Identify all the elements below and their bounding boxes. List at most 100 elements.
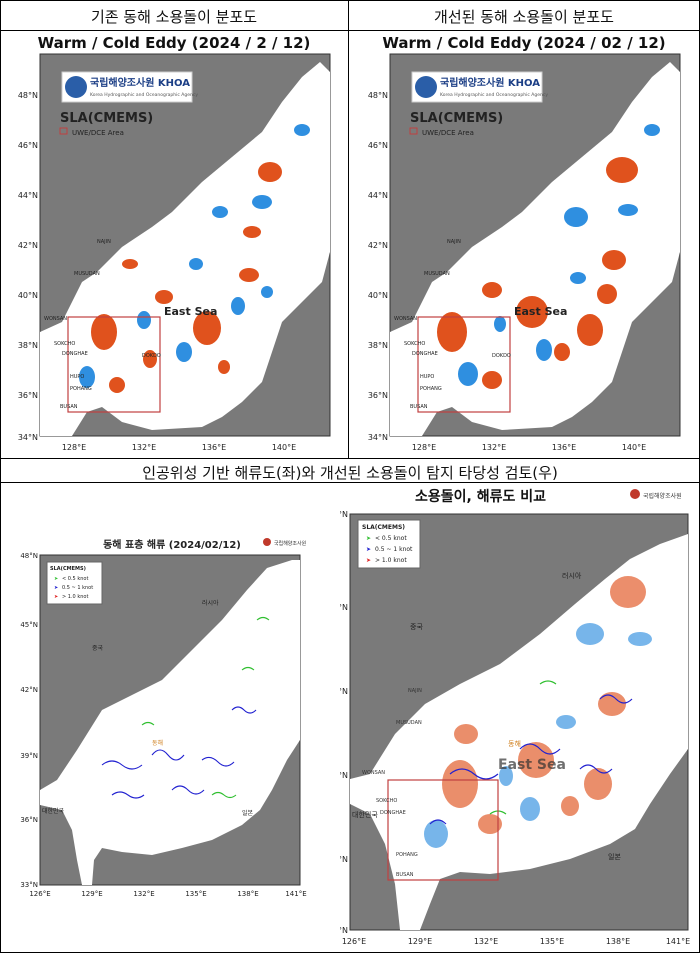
divider (0, 30, 700, 31)
divider (0, 458, 700, 459)
svg-text:34°N: 34°N (368, 433, 388, 442)
logo-text: 국립해양조사원 KHOA (440, 76, 540, 89)
arrow-icon: ➤ (366, 557, 371, 564)
lat-axis: 48°N 45°N 42°N 39°N 36°N 33°N (20, 552, 38, 889)
svg-text:MUSUDAN: MUSUDAN (424, 271, 450, 277)
warm-eddies (91, 162, 282, 393)
svg-text:대한민국: 대한민국 (42, 807, 65, 815)
svg-text:38°N: 38°N (18, 341, 38, 350)
svg-text:34°N: 34°N (18, 433, 38, 442)
cold-eddies (424, 623, 652, 848)
sea-label: East Sea (498, 757, 566, 773)
cold-eddies (458, 124, 660, 386)
svg-text:126°E: 126°E (29, 890, 50, 898)
svg-text:135°E: 135°E (185, 890, 206, 898)
logo-subtext: Korea Hydrographic and Oceanographic Age… (90, 92, 198, 98)
lat-axis: 48°N 45°N 42°N 39°N 36°N 33°N (340, 510, 348, 935)
svg-text:< 0.5 knot: < 0.5 knot (375, 535, 407, 542)
svg-text:대한민국: 대한민국 (352, 810, 378, 819)
svg-text:38°N: 38°N (368, 341, 388, 350)
legend-title: SLA(CMEMS) (50, 566, 86, 572)
svg-text:BUSAN: BUSAN (60, 404, 78, 410)
svg-text:NAJIN: NAJIN (97, 239, 111, 245)
svg-text:DONGHAE: DONGHAE (62, 351, 88, 357)
arrow-icon: ➤ (54, 594, 58, 600)
logo-text: 국립해양조사원 KHOA (90, 76, 190, 89)
place-labels: NAJIN MUSUDAN WONSAN SOKCHO DONGHAE POHA… (362, 688, 422, 878)
lat-axis: 48°N 46°N 44°N 42°N 40°N 38°N 36°N 34°N (368, 91, 388, 442)
svg-text:러시아: 러시아 (202, 599, 219, 607)
uwe-dce-box (387, 779, 499, 881)
map-title: Warm / Cold Eddy (2024 / 02 / 12) (382, 34, 665, 52)
svg-text:DONGHAE: DONGHAE (412, 351, 438, 357)
svg-text:48°N: 48°N (18, 91, 38, 100)
left-header: 기존 동해 소용돌이 분포도 (90, 8, 258, 26)
svg-text:0.5 ~ 1 knot: 0.5 ~ 1 knot (62, 585, 93, 591)
svg-text:HUPO: HUPO (70, 374, 84, 380)
svg-text:러시아: 러시아 (562, 571, 582, 580)
arrow-icon: ➤ (366, 535, 371, 542)
eddy-map-improved: Warm / Cold Eddy (2024 / 02 / 12) 국립해양조사… (368, 34, 681, 452)
svg-text:48°N: 48°N (340, 510, 348, 519)
svg-text:동해: 동해 (152, 739, 163, 747)
warm-eddies (437, 157, 638, 389)
eddy-current-comparison-map: 소용돌이, 해류도 비교 국립해양조사원 SLA(CMEMS) ➤ < 0.5 … (340, 488, 690, 946)
current-arrows (101, 616, 270, 799)
svg-text:128°E: 128°E (412, 443, 436, 452)
agency-label: 국립해양조사원 (274, 540, 307, 547)
country-labels: 러시아 중국 대한민국 일본 동해 (352, 571, 621, 861)
legend-label: UWE/DCE Area (72, 129, 124, 137)
svg-text:WONSAN: WONSAN (394, 316, 417, 322)
svg-text:132°E: 132°E (482, 443, 506, 452)
svg-text:BUSAN: BUSAN (396, 872, 414, 878)
svg-text:45°N: 45°N (20, 621, 38, 629)
logo-subtext: Korea Hydrographic and Oceanographic Age… (440, 92, 548, 98)
svg-text:138°E: 138°E (237, 890, 258, 898)
svg-text:> 1.0 knot: > 1.0 knot (375, 557, 407, 564)
svg-text:40°N: 40°N (18, 291, 38, 300)
svg-text:DOKDO: DOKDO (142, 353, 161, 359)
legend-box (46, 561, 103, 605)
east-sea (40, 560, 300, 885)
arrow-icon: ➤ (54, 576, 58, 582)
svg-text:HUPO: HUPO (420, 374, 434, 380)
svg-text:중국: 중국 (92, 645, 104, 652)
warm-eddies (442, 576, 646, 834)
svg-text:141°E: 141°E (285, 890, 306, 898)
svg-text:140°E: 140°E (622, 443, 646, 452)
svg-text:일본: 일본 (608, 852, 621, 861)
svg-text:46°N: 46°N (18, 141, 38, 150)
svg-text:동해: 동해 (508, 739, 521, 748)
svg-text:WONSAN: WONSAN (362, 770, 385, 776)
svg-text:중국: 중국 (410, 623, 423, 631)
svg-text:138°E: 138°E (606, 937, 630, 946)
svg-text:129°E: 129°E (81, 890, 102, 898)
arrow-icon: ➤ (366, 546, 371, 553)
arrow-icon: ➤ (54, 585, 58, 591)
svg-text:NAJIN: NAJIN (408, 688, 422, 694)
svg-text:NAJIN: NAJIN (447, 239, 461, 245)
legend-label: UWE/DCE Area (422, 129, 474, 137)
sea-label: East Sea (514, 305, 567, 318)
cold-eddies (79, 124, 310, 388)
svg-text:MUSUDAN: MUSUDAN (74, 271, 100, 277)
bottom-header: 인공위성 기반 해류도(좌)와 개선된 소용돌이 탐지 타당성 검토(우) (142, 464, 558, 482)
svg-text:36°N: 36°N (368, 391, 388, 400)
svg-text:132°E: 132°E (132, 443, 156, 452)
khoa-emblem-icon (415, 76, 437, 98)
svg-text:BUSAN: BUSAN (410, 404, 428, 410)
svg-text:136°E: 136°E (552, 443, 576, 452)
svg-text:48°N: 48°N (20, 552, 38, 560)
svg-text:44°N: 44°N (18, 191, 38, 200)
svg-text:POHANG: POHANG (420, 386, 442, 392)
svg-text:135°E: 135°E (540, 937, 564, 946)
legend-box (357, 519, 421, 569)
sla-label: SLA(CMEMS) (60, 111, 153, 126)
svg-text:0.5 ~ 1 knot: 0.5 ~ 1 knot (375, 546, 413, 553)
svg-text:42°N: 42°N (368, 241, 388, 250)
svg-text:SOKCHO: SOKCHO (404, 341, 425, 347)
eddy-map-original: Warm / Cold Eddy (2024 / 2 / 12) 국립해양조사원… (18, 34, 331, 452)
sea-label: East Sea (164, 305, 217, 318)
place-labels: NAJIN MUSUDAN WONSAN SOKCHO DONGHAE HUPO… (44, 239, 161, 410)
agency-label: 국립해양조사원 (643, 492, 682, 500)
